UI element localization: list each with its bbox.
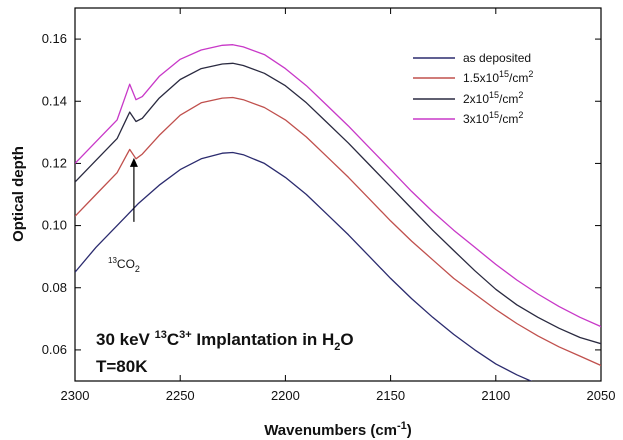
y-tick-label: 0.06: [42, 342, 67, 357]
co2-peak-label: 13CO2: [108, 256, 140, 274]
x-tick-label: 2100: [481, 388, 510, 403]
plot-frame: [74, 7, 602, 382]
co2-peak-arrow: [129, 157, 138, 222]
legend-label-3e15: 3x1015/cm2: [463, 110, 523, 126]
temperature-annotation: T=80K: [96, 357, 148, 376]
series-line-2: [75, 62, 601, 345]
legend: as deposited 1.5x1015/cm2 2x1015/cm2 3x1…: [413, 51, 533, 126]
legend-label-2e15: 2x1015/cm2: [463, 90, 523, 106]
y-tick-label: 0.14: [42, 93, 67, 108]
y-tick-label: 0.12: [42, 155, 67, 170]
legend-label-1.5e15: 1.5x1015/cm2: [463, 69, 533, 85]
legend-label-as-deposited: as deposited: [463, 51, 531, 65]
x-tick-label: 2050: [587, 388, 616, 403]
y-axis-title: Optical depth: [10, 146, 27, 242]
series-line-3: [75, 44, 601, 328]
arrow-head: [129, 157, 138, 167]
y-tick-label: 0.10: [42, 218, 67, 233]
x-tick-label: 2250: [166, 388, 195, 403]
x-tick-label: 2300: [61, 388, 90, 403]
ticks-layer: 2300 2250 2200 2150 2100 2050 0.06 0.08 0.10 0.12…: [42, 8, 616, 403]
x-axis-title: Wavenumbers (cm-1): [264, 420, 412, 439]
y-tick-label: 0.16: [42, 31, 67, 46]
series-line-0: [75, 151, 533, 381]
y-tick-label: 0.08: [42, 280, 67, 295]
implantation-annotation: 30 keV 13C3+ Implantation in H2O: [96, 329, 354, 353]
series-line-1: [75, 96, 601, 367]
series-layer: [75, 44, 601, 381]
x-tick-label: 2150: [376, 388, 405, 403]
x-tick-label: 2200: [271, 388, 300, 403]
